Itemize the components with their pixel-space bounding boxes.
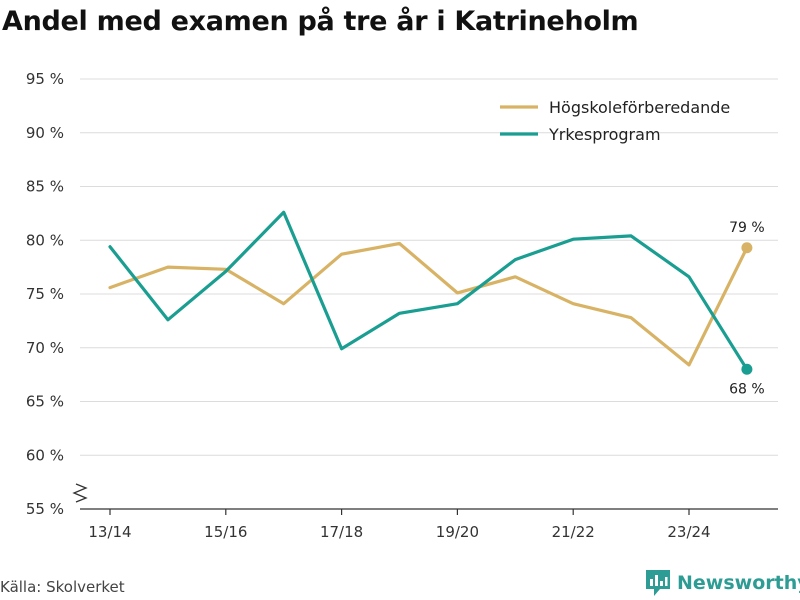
y-tick-label: 70 % [26, 339, 64, 357]
x-tick-label: 23/24 [667, 523, 710, 541]
legend: Högskoleförberedande Yrkesprogram [500, 98, 730, 144]
y-tick-label: 65 % [26, 393, 64, 411]
series-end-label: 79 % [729, 220, 765, 236]
series-end-point [741, 363, 753, 375]
source-note: Källa: Skolverket [0, 578, 125, 596]
x-tick-label: 15/16 [204, 523, 247, 541]
legend-label: Yrkesprogram [548, 125, 661, 144]
y-tick-label: 90 % [26, 124, 64, 142]
series-line-hogskoleforberedande [108, 241, 749, 367]
x-axis: 13/14 15/16 17/18 19/20 21/22 23/24 [72, 483, 778, 541]
series-end-label: 68 % [729, 381, 765, 397]
x-tick-label: 13/14 [88, 523, 131, 541]
y-tick-label: 75 % [26, 285, 64, 303]
chart-title: Andel med examen på tre år i Katrineholm [2, 6, 639, 37]
brand-logo[interactable]: Newsworthy [645, 569, 800, 597]
series-end-point [741, 242, 753, 254]
y-tick-label: 80 % [26, 231, 64, 249]
x-tick-label: 19/20 [436, 523, 479, 541]
y-tick-label: 55 % [26, 500, 64, 518]
newsworthy-logo-icon [646, 570, 670, 596]
y-tick-label: 60 % [26, 446, 64, 464]
x-tick-label: 21/22 [552, 523, 595, 541]
series-lines: 79 % 68 % [108, 210, 765, 397]
legend-label: Högskoleförberedande [549, 98, 730, 117]
x-tick-label: 17/18 [320, 523, 363, 541]
y-tick-label: 95 % [26, 70, 64, 88]
y-axis-tick-labels: 55 % 60 % 65 % 70 % 75 % 80 % 85 % 90 % 95 % [26, 70, 64, 518]
axis-break-icon [72, 483, 88, 503]
series-line-yrkesprogram [108, 210, 749, 371]
y-tick-label: 85 % [26, 178, 64, 196]
brand-name: Newsworthy [677, 572, 800, 594]
